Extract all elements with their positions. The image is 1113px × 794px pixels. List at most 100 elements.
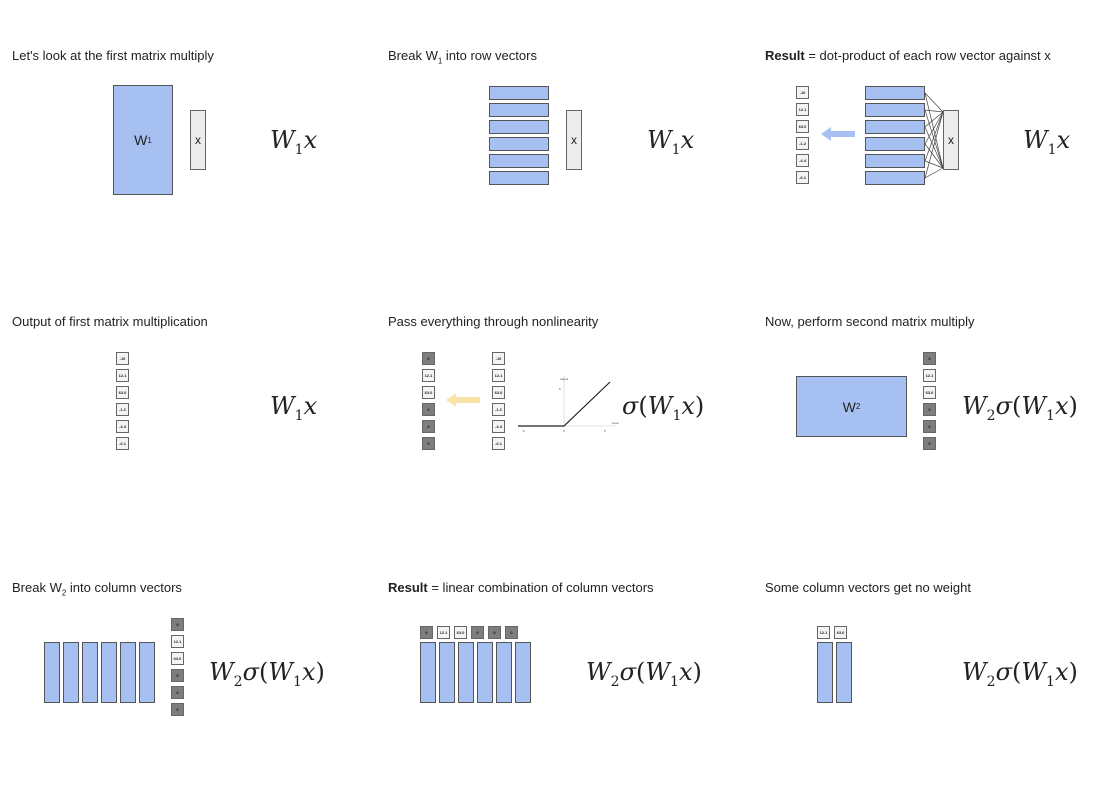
column-vector (458, 642, 474, 703)
plot-tick: 5 (559, 387, 561, 391)
input-vector: -10 12.1 63.0 -1.2 -4.4 -6.1 (490, 350, 507, 452)
vector-cell: 12.1 (437, 626, 450, 639)
column-vector (496, 642, 512, 703)
vector-cell: 12.1 (817, 626, 830, 639)
formula-w1x: W1x (270, 126, 318, 158)
column-vector (44, 642, 60, 703)
vector-cell: -6.1 (796, 171, 809, 184)
row-vector (865, 103, 925, 117)
column-vector (120, 642, 136, 703)
vector-cell: 0 (923, 352, 936, 365)
caption: Some column vectors get no weight (765, 580, 971, 595)
vector-cell: 0 (171, 618, 184, 631)
vector-cell: -4.4 (116, 420, 129, 433)
column-vector (515, 642, 531, 703)
x-vector: x (566, 110, 582, 170)
panel-nonlinearity: Pass everything through nonlinearity 0 1… (376, 274, 747, 528)
vector-cell: 0 (422, 437, 435, 450)
row-vector (489, 103, 549, 117)
row-vector (865, 137, 925, 151)
vector-cell: 12.1 (171, 635, 184, 648)
panel-result-dot-product: Result = dot-product of each row vector … (753, 8, 1113, 262)
caption: Let's look at the first matrix multiply (12, 48, 214, 63)
formula-w1x: W1x (1023, 126, 1071, 158)
formula-w1x: W1x (270, 392, 318, 424)
vector-cell: -4.4 (796, 154, 809, 167)
relu-plot: output input 5 -5 0 5 (518, 376, 619, 433)
dot-product-lines (925, 92, 944, 179)
vector-cell: -6.1 (116, 437, 129, 450)
row-vector (489, 171, 549, 185)
panel-output-first-multiply: Output of first matrix multiplication -1… (0, 274, 371, 528)
relu-output-vector: 0 12.1 63.0 0 0 0 (169, 616, 186, 718)
weight-row: 12.1 63.0 (815, 624, 849, 641)
column-vector (420, 642, 436, 703)
vector-cell: 63.0 (422, 386, 435, 399)
vector-cell: -4.4 (492, 420, 505, 433)
vector-cell: -1.2 (116, 403, 129, 416)
vector-cell: -1.2 (492, 403, 505, 416)
vector-cell: 63.0 (796, 120, 809, 133)
vector-cell: 0 (488, 626, 501, 639)
caption: Result = dot-product of each row vector … (765, 48, 1051, 63)
column-vector (836, 642, 852, 703)
x-vector: x (943, 110, 959, 170)
formula-sigma-w1x: σ(W1x) (622, 392, 705, 424)
formula-w2-sigma-w1x: W2σ(W1x) (209, 658, 325, 690)
vector-cell: 0 (422, 420, 435, 433)
vector-cell: 63.0 (116, 386, 129, 399)
row-vector (865, 171, 925, 185)
vector-cell: 0 (422, 352, 435, 365)
row-vector (489, 154, 549, 168)
row-vector (489, 120, 549, 134)
vector-cell: 63.0 (923, 386, 936, 399)
vector-cell: 12.1 (422, 369, 435, 382)
x-vector: x (190, 110, 206, 170)
column-vector (63, 642, 79, 703)
vector-cell: 63.0 (492, 386, 505, 399)
vector-cell: 0 (171, 686, 184, 699)
vector-cell: 63.0 (834, 626, 847, 639)
column-vector (439, 642, 455, 703)
row-vector (865, 120, 925, 134)
caption: Output of first matrix multiplication (12, 314, 208, 329)
plot-ylabel: output (560, 377, 569, 381)
vector-cell: 0 (923, 437, 936, 450)
plot-tick: 0 (563, 429, 565, 433)
formula-w2-sigma-w1x: W2σ(W1x) (586, 658, 702, 690)
column-vector (477, 642, 493, 703)
caption: Pass everything through nonlinearity (388, 314, 599, 329)
panel-no-weight-columns: Some column vectors get no weight 12.1 6… (753, 540, 1113, 794)
vector-cell: -6.1 (492, 437, 505, 450)
formula-w1x: W1x (647, 126, 695, 158)
output-vector: -10 12.1 63.0 -1.2 -4.4 -6.1 (794, 84, 811, 186)
vector-cell: 12.1 (923, 369, 936, 382)
output-vector: -10 12.1 63.0 -1.2 -4.4 -6.1 (114, 350, 131, 452)
caption: Result = linear combination of column ve… (388, 580, 654, 595)
panel-break-w1-rows: Break W1 into row vectors x W1x (376, 8, 747, 262)
vector-cell: 0 (420, 626, 433, 639)
left-arrow-icon (446, 393, 480, 407)
caption: Break W2 into column vectors (12, 580, 182, 598)
panel-break-w2-columns: Break W2 into column vectors 0 12.1 63.0… (0, 540, 371, 794)
vector-cell: -10 (492, 352, 505, 365)
formula-w2-sigma-w1x: W2σ(W1x) (962, 658, 1078, 690)
caption: Now, perform second matrix multiply (765, 314, 975, 329)
relu-output-vector: 0 12.1 63.0 0 0 0 (921, 350, 938, 452)
vector-cell: 0 (471, 626, 484, 639)
vector-cell: 0 (505, 626, 518, 639)
vector-cell: 63.0 (454, 626, 467, 639)
relu-output-vector: 0 12.1 63.0 0 0 0 (420, 350, 437, 452)
vector-cell: 0 (923, 420, 936, 433)
column-vector (139, 642, 155, 703)
column-vector (101, 642, 117, 703)
column-vector (817, 642, 833, 703)
panel-first-matrix-multiply: Let's look at the first matrix multiply … (0, 8, 371, 262)
vector-cell: 12.1 (116, 369, 129, 382)
vector-cell: 0 (422, 403, 435, 416)
row-vector (865, 154, 925, 168)
vector-cell: -10 (796, 86, 809, 99)
